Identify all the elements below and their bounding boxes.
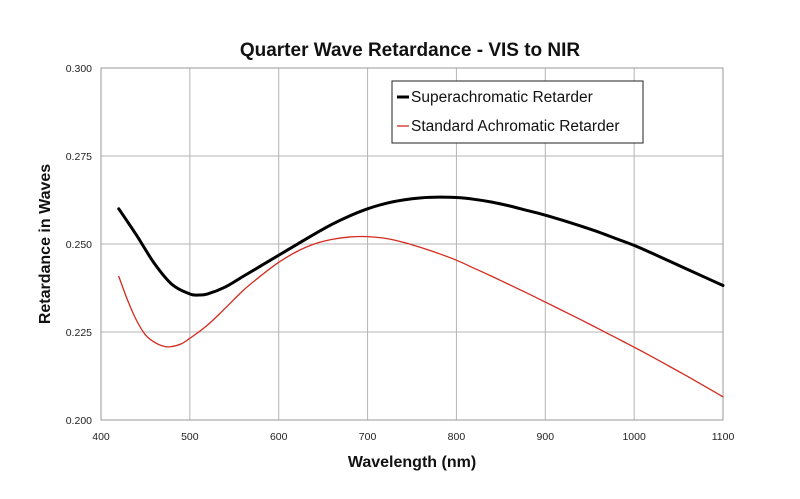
chart-title: Quarter Wave Retardance - VIS to NIR (240, 40, 581, 61)
x-tick-label: 1000 (622, 431, 646, 443)
x-tick-label: 500 (181, 431, 199, 443)
y-tick-label: 0.225 (66, 327, 92, 339)
series-line-standard-achromatic (118, 235, 724, 398)
y-axis-label: Retardance in Waves (37, 164, 54, 324)
legend: Superachromatic Retarder Standard Achrom… (391, 80, 644, 144)
x-tick-label: 400 (92, 431, 110, 443)
legend-box (391, 80, 644, 144)
legend-label-superachromatic: Superachromatic Retarder (411, 89, 593, 106)
y-tick-label: 0.300 (66, 63, 92, 75)
x-tick-label: 1100 (712, 431, 735, 443)
x-tick-label: 900 (537, 431, 555, 443)
series-line-superachromatic (117, 195, 725, 297)
y-tick-label: 0.250 (66, 239, 92, 251)
x-tick-label: 600 (270, 431, 288, 443)
legend-label-standard-achromatic: Standard Achromatic Retarder (411, 118, 620, 135)
x-tick-label: 700 (359, 431, 377, 443)
x-tick-label: 800 (448, 431, 466, 443)
series-lines (117, 195, 725, 398)
plot-area (100, 67, 724, 421)
tick-labels: 400 500 600 700 800 900 1000 1100 0.200 0.225 0.25… (66, 63, 735, 443)
y-tick-label: 0.275 (66, 151, 92, 163)
y-tick-label: 0.200 (66, 415, 92, 427)
x-axis-label: Wavelength (nm) (348, 454, 476, 471)
